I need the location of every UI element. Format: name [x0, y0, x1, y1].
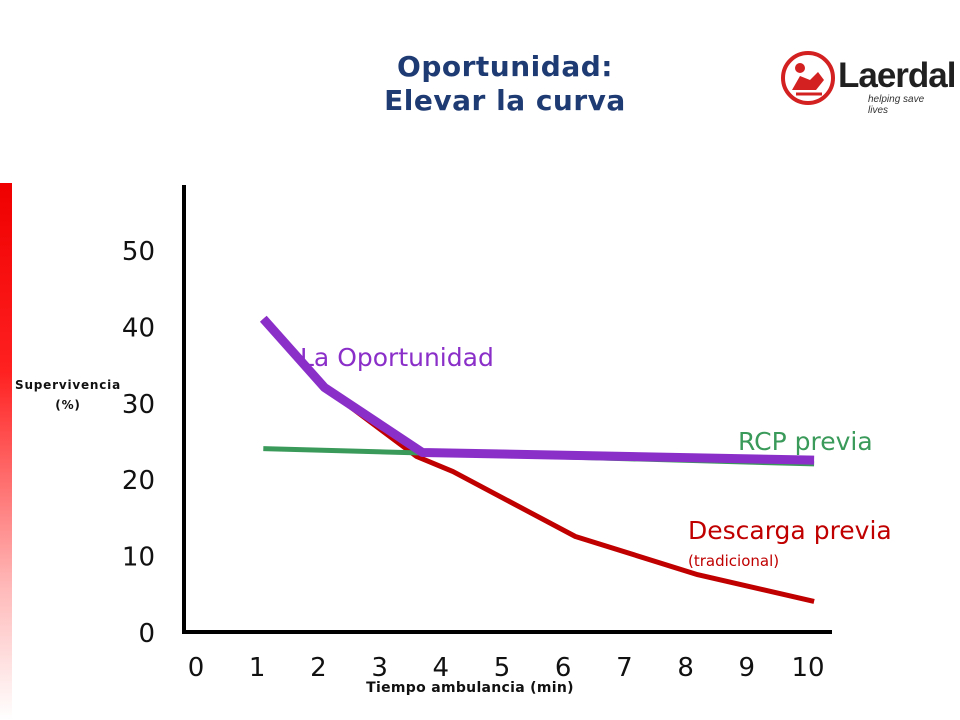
chart-series-lines — [259, 315, 815, 604]
series-label-rcp-previa: RCP previa — [738, 427, 873, 456]
logo-wordmark: Laerdal — [838, 56, 956, 95]
x-tick-label: 3 — [371, 653, 388, 683]
x-tick-label: 7 — [616, 653, 633, 683]
chart-tick-labels: 0 1 2 3 4 5 6 7 8 9 10 0 10 20 30 40 50 — [122, 237, 825, 683]
title-line-1: Oportunidad: — [397, 50, 613, 83]
logo-tagline: helping save lives — [868, 94, 925, 116]
y-tick-label: 40 — [122, 313, 155, 343]
series-label-la-oportunidad: La Oportunidad — [300, 343, 494, 372]
y-tick-label: 0 — [138, 619, 155, 649]
side-accent-bar — [0, 183, 12, 720]
chart-series-labels: Descarga previa (tradicional) RCP previa La… — [300, 343, 892, 570]
chart-axes — [182, 185, 832, 634]
slide-title: Oportunidad: Elevar la curva — [250, 50, 760, 118]
x-tick-label: 4 — [433, 653, 450, 683]
y-tick-label: 20 — [122, 466, 155, 496]
x-tick-label: 0 — [188, 653, 205, 683]
series-line-la-oportunidad — [259, 315, 815, 465]
series-label-descarga-previa: Descarga previa — [688, 516, 892, 545]
x-tick-label: 8 — [677, 653, 694, 683]
y-tick-label: 30 — [122, 390, 155, 420]
x-tick-label: 5 — [494, 653, 511, 683]
x-tick-label: 1 — [249, 653, 266, 683]
x-tick-label: 10 — [791, 653, 824, 683]
x-tick-label: 2 — [310, 653, 327, 683]
x-tick-label: 6 — [555, 653, 572, 683]
y-tick-label: 10 — [122, 543, 155, 573]
y-axis-title-line-1: Supervivencia — [15, 378, 121, 392]
y-tick-label: 50 — [122, 237, 155, 267]
title-line-2: Elevar la curva — [384, 84, 626, 117]
x-axis-title: Tiempo ambulancia (min) — [366, 680, 574, 696]
series-sublabel: (tradicional) — [688, 552, 779, 570]
x-tick-label: 9 — [739, 653, 756, 683]
y-axis-title-line-2: (%) — [55, 398, 81, 412]
laerdal-logo: Laerdal helping save lives — [780, 50, 956, 116]
y-axis-title: Supervivencia (%) — [0, 375, 136, 415]
logo-emblem-icon — [781, 51, 835, 105]
